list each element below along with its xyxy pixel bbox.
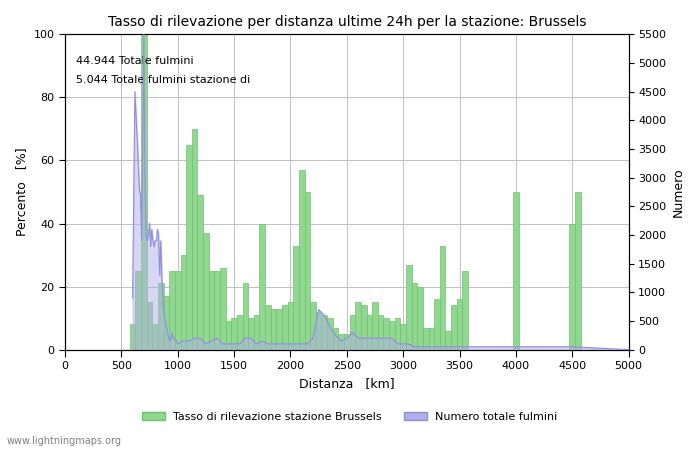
Bar — [254, 315, 260, 350]
Bar — [169, 271, 175, 350]
Bar — [428, 328, 434, 350]
Bar — [338, 334, 344, 350]
Bar — [321, 315, 327, 350]
Bar — [181, 255, 186, 350]
Bar — [276, 309, 282, 350]
Title: Tasso di rilevazione per distanza ultime 24h per la stazione: Brussels: Tasso di rilevazione per distanza ultime… — [108, 15, 586, 29]
Bar — [299, 170, 304, 350]
Bar — [282, 306, 288, 350]
Bar — [147, 302, 153, 350]
Bar — [417, 287, 423, 350]
Bar — [141, 34, 147, 350]
Bar — [197, 195, 203, 350]
Bar — [288, 302, 293, 350]
Bar — [332, 328, 338, 350]
Bar — [451, 306, 456, 350]
Bar — [440, 246, 445, 350]
Text: www.lightningmaps.org: www.lightningmaps.org — [7, 436, 122, 446]
Bar — [192, 129, 197, 350]
X-axis label: Distanza   [km]: Distanza [km] — [299, 377, 395, 390]
Bar — [389, 321, 395, 350]
Bar — [271, 309, 277, 350]
Bar — [372, 302, 378, 350]
Bar — [367, 315, 372, 350]
Bar — [384, 318, 389, 350]
Bar — [164, 296, 169, 350]
Bar — [569, 224, 575, 350]
Bar — [214, 271, 220, 350]
Bar — [513, 192, 519, 350]
Bar — [158, 284, 164, 350]
Bar — [316, 312, 321, 350]
Bar — [344, 334, 349, 350]
Y-axis label: Percento   [%]: Percento [%] — [15, 148, 28, 236]
Bar — [175, 271, 181, 350]
Bar — [203, 233, 209, 350]
Text: 44.944 Totale fulmini: 44.944 Totale fulmini — [76, 56, 194, 67]
Y-axis label: Numero: Numero — [672, 167, 685, 217]
Bar — [153, 324, 158, 350]
Bar — [445, 331, 451, 350]
Legend: Tasso di rilevazione stazione Brussels, Numero totale fulmini: Tasso di rilevazione stazione Brussels, … — [138, 408, 562, 427]
Bar — [225, 321, 231, 350]
Bar — [186, 145, 192, 350]
Bar — [412, 284, 417, 350]
Bar — [248, 318, 254, 350]
Bar — [361, 306, 367, 350]
Bar — [130, 324, 135, 350]
Bar — [406, 265, 412, 350]
Bar — [220, 268, 225, 350]
Bar — [349, 315, 355, 350]
Bar — [462, 271, 468, 350]
Bar — [310, 302, 316, 350]
Bar — [242, 284, 248, 350]
Bar — [575, 192, 581, 350]
Bar — [456, 299, 462, 350]
Bar — [423, 328, 428, 350]
Bar — [135, 271, 141, 350]
Bar — [265, 306, 271, 350]
Bar — [400, 324, 406, 350]
Bar — [293, 246, 299, 350]
Bar — [209, 271, 214, 350]
Bar — [231, 318, 237, 350]
Bar — [304, 192, 310, 350]
Bar — [237, 315, 242, 350]
Bar — [378, 315, 384, 350]
Bar — [395, 318, 400, 350]
Bar — [434, 299, 440, 350]
Bar — [355, 302, 361, 350]
Bar — [327, 318, 332, 350]
Bar — [260, 224, 265, 350]
Text: 5.044 Totale fulmini stazione di: 5.044 Totale fulmini stazione di — [76, 75, 251, 86]
